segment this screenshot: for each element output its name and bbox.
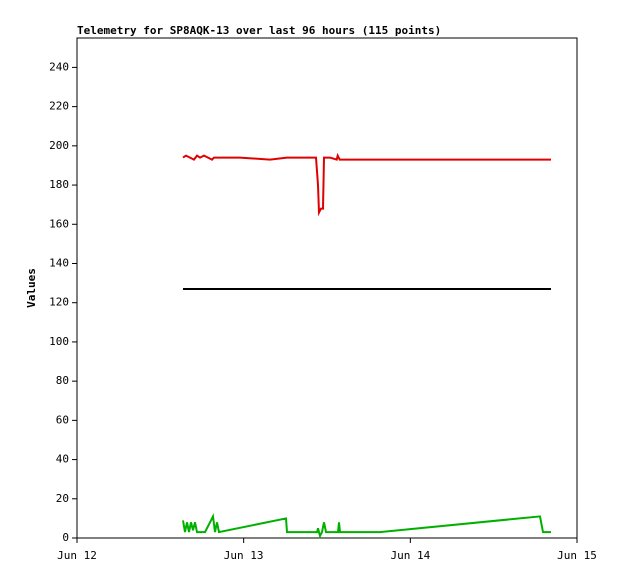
x-tick-label: Jun 15: [557, 549, 597, 562]
y-tick-label: 200: [49, 139, 69, 152]
y-axis-label: Values: [25, 268, 38, 308]
y-tick-label: 180: [49, 178, 69, 191]
plot-frame: [76, 37, 578, 539]
y-tick-label: 120: [49, 296, 69, 309]
y-tick-label: 60: [56, 413, 69, 426]
series-line: [182, 513, 551, 539]
x-tick-label: Jun 12: [57, 549, 97, 562]
x-tick-label: Jun 14: [390, 549, 430, 562]
y-tick-label: 20: [56, 492, 69, 505]
y-tick-label: 160: [49, 217, 69, 230]
y-tick-label: 220: [49, 100, 69, 113]
y-tick-label: 100: [49, 335, 69, 348]
y-tick-label: 140: [49, 256, 69, 269]
series-line: [182, 152, 551, 217]
x-tick-label: Jun 13: [224, 549, 264, 562]
y-tick-label: 0: [62, 531, 69, 544]
y-tick-label: 40: [56, 453, 69, 466]
chart-title: Telemetry for SP8AQK-13 over last 96 hou…: [77, 24, 441, 37]
y-tick-label: 80: [56, 374, 69, 387]
y-tick-label: 240: [49, 60, 69, 73]
